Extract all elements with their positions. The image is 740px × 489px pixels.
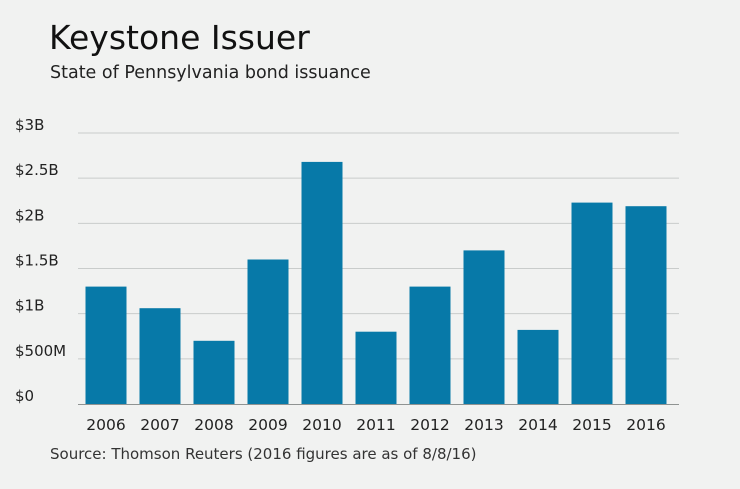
chart-title: Keystone Issuer — [49, 18, 310, 57]
x-tick-label: 2016 — [626, 416, 665, 434]
x-tick-label: 2011 — [356, 416, 395, 434]
bar-2007 — [139, 308, 181, 404]
bar-2016 — [625, 206, 667, 404]
y-tick-label: $1.5B — [15, 252, 59, 270]
bar-2013 — [463, 250, 505, 404]
x-axis-category-labels: 2006 2007 2008 2009 2010 2011 2012 2013 2014 2015… — [86, 416, 665, 434]
y-tick-label: $1B — [15, 297, 44, 315]
bars — [85, 161, 667, 404]
bar-2009 — [247, 259, 289, 404]
x-tick-label: 2009 — [248, 416, 287, 434]
y-tick-label: $3B — [15, 116, 44, 134]
x-tick-label: 2008 — [194, 416, 233, 434]
y-tick-label: $500M — [15, 342, 66, 360]
y-tick-label: $0 — [15, 387, 34, 405]
bar-2006 — [85, 286, 127, 404]
x-tick-label: 2015 — [572, 416, 611, 434]
y-tick-label: $2B — [15, 206, 44, 224]
x-tick-label: 2012 — [410, 416, 449, 434]
y-axis-tick-labels: $0 $500M $1B $1.5B $2B $2.5B $3B — [15, 116, 66, 405]
x-tick-label: 2013 — [464, 416, 503, 434]
x-tick-label: 2010 — [302, 416, 341, 434]
bar-2010 — [301, 161, 343, 404]
bar-2008 — [193, 340, 235, 404]
x-tick-label: 2014 — [518, 416, 557, 434]
x-tick-label: 2006 — [86, 416, 125, 434]
chart-subtitle: State of Pennsylvania bond issuance — [50, 63, 371, 83]
bar-2012 — [409, 286, 451, 404]
x-tick-label: 2007 — [140, 416, 179, 434]
bar-2015 — [571, 202, 613, 404]
bar-2014 — [517, 329, 559, 404]
y-tick-label: $2.5B — [15, 161, 59, 179]
bar-2011 — [355, 331, 397, 404]
chart-source-note: Source: Thomson Reuters (2016 figures ar… — [50, 445, 477, 463]
